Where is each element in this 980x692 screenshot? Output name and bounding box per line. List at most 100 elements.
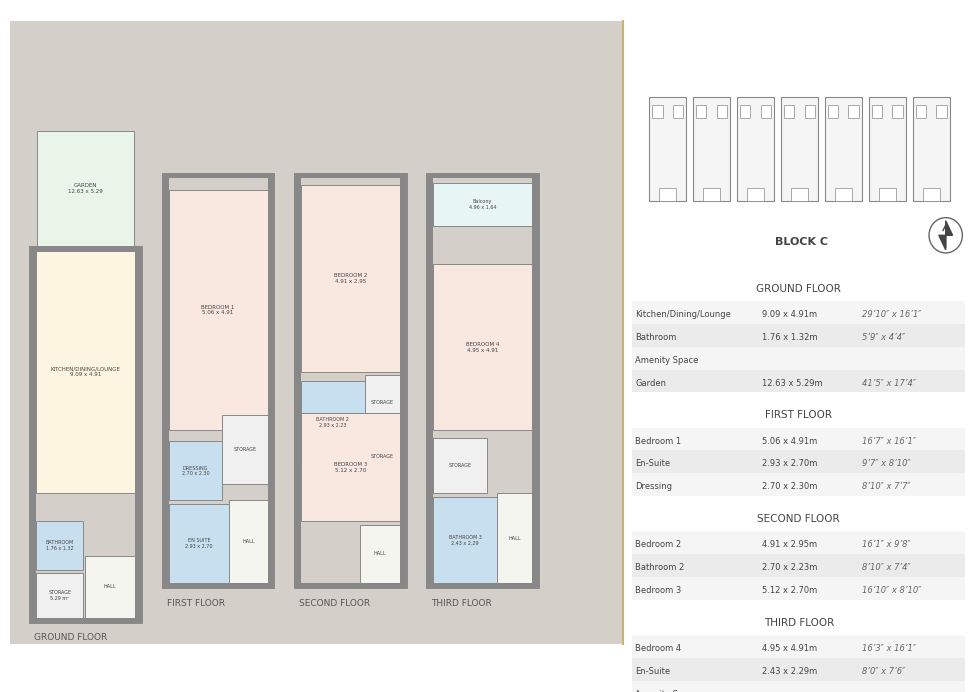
Text: HALL: HALL <box>373 552 386 556</box>
Bar <box>703 188 720 201</box>
Bar <box>632 370 965 392</box>
FancyBboxPatch shape <box>10 21 622 644</box>
Text: 12.63 x 5.29m: 12.63 x 5.29m <box>761 379 822 388</box>
Text: GROUND FLOOR: GROUND FLOOR <box>757 284 841 293</box>
Polygon shape <box>946 221 953 235</box>
Bar <box>268 173 274 588</box>
Bar <box>747 188 764 201</box>
Bar <box>36 251 135 493</box>
Text: STORAGE: STORAGE <box>370 454 394 459</box>
Bar <box>740 105 751 118</box>
Text: 4.95 x 4.91m: 4.95 x 4.91m <box>761 644 816 653</box>
Bar <box>85 556 135 618</box>
Bar <box>632 347 965 370</box>
Text: 8’0″ x 7’6″: 8’0″ x 7’6″ <box>861 667 905 676</box>
Text: 9’7″ x 8’10″: 9’7″ x 8’10″ <box>861 459 910 468</box>
Text: BLOCK C: BLOCK C <box>774 237 828 247</box>
Text: En-Suite: En-Suite <box>635 667 670 676</box>
Text: Kitchen/Dining/Lounge: Kitchen/Dining/Lounge <box>635 310 731 319</box>
Bar <box>632 473 965 496</box>
Text: STORAGE: STORAGE <box>233 447 257 453</box>
Bar <box>426 583 539 588</box>
Text: BEDROOM 4
4.95 x 4.91: BEDROOM 4 4.95 x 4.91 <box>466 342 500 353</box>
Text: BATHROOM
1.76 x 1.32: BATHROOM 1.76 x 1.32 <box>46 540 74 551</box>
Bar <box>791 188 808 201</box>
Text: HALL: HALL <box>242 539 255 545</box>
Bar <box>135 246 142 623</box>
Text: FIRST FLOOR: FIRST FLOOR <box>765 410 832 420</box>
Bar <box>632 635 965 658</box>
Bar <box>649 97 686 201</box>
Bar <box>697 105 707 118</box>
Bar <box>825 97 862 201</box>
Text: 8’10″ x 7’4″: 8’10″ x 7’4″ <box>861 563 910 572</box>
Text: SECOND FLOOR: SECOND FLOOR <box>758 514 840 524</box>
Bar <box>893 105 903 118</box>
Bar <box>632 658 965 681</box>
Bar <box>632 681 965 692</box>
Bar <box>937 105 947 118</box>
Text: STORAGE: STORAGE <box>370 400 394 406</box>
Bar <box>879 188 896 201</box>
Bar <box>632 531 965 554</box>
Text: BEDROOM 3
5.12 x 2.70: BEDROOM 3 5.12 x 2.70 <box>333 462 368 473</box>
Polygon shape <box>939 235 946 250</box>
Text: DRESSING
2.70 x 2.30: DRESSING 2.70 x 2.30 <box>181 466 210 476</box>
Bar <box>923 188 940 201</box>
Text: Bedroom 2: Bedroom 2 <box>635 540 681 549</box>
Text: EN SUITE
2.93 x 2.70: EN SUITE 2.93 x 2.70 <box>185 538 213 549</box>
Bar <box>433 497 497 583</box>
Bar <box>672 105 683 118</box>
Text: BATHROOM 3
2.43 x 2.29: BATHROOM 3 2.43 x 2.29 <box>449 535 481 545</box>
Bar <box>426 173 433 588</box>
Bar <box>426 173 539 588</box>
Bar <box>169 190 268 430</box>
Bar <box>872 105 882 118</box>
Bar <box>828 105 838 118</box>
Bar <box>869 97 906 201</box>
Bar <box>294 583 407 588</box>
Bar <box>162 583 274 588</box>
Text: 29’10″ x 16’1″: 29’10″ x 16’1″ <box>861 310 921 319</box>
Bar <box>632 554 965 577</box>
Text: Garden: Garden <box>635 379 666 388</box>
Bar <box>849 105 858 118</box>
Bar <box>716 105 727 118</box>
Text: 1.76 x 1.32m: 1.76 x 1.32m <box>761 333 817 342</box>
Bar <box>784 105 795 118</box>
Text: HALL: HALL <box>104 584 117 590</box>
Text: FIRST FLOOR: FIRST FLOOR <box>167 599 224 608</box>
Text: 2.70 x 2.30m: 2.70 x 2.30m <box>761 482 817 491</box>
Bar <box>632 301 965 324</box>
Bar <box>805 105 814 118</box>
Text: Bathroom: Bathroom <box>635 333 676 342</box>
Bar <box>29 246 142 623</box>
Text: 9.09 x 4.91m: 9.09 x 4.91m <box>761 310 816 319</box>
Text: BEDROOM 1
5.06 x 4.91: BEDROOM 1 5.06 x 4.91 <box>201 304 235 316</box>
Text: THIRD FLOOR: THIRD FLOOR <box>763 618 834 628</box>
Bar <box>760 105 770 118</box>
Text: Dressing: Dressing <box>635 482 672 491</box>
Text: KITCHEN/DINING/LOUNGE
9.09 x 4.91: KITCHEN/DINING/LOUNGE 9.09 x 4.91 <box>51 367 121 377</box>
Bar <box>360 525 400 583</box>
Bar <box>29 246 36 623</box>
Bar <box>693 97 730 201</box>
Bar <box>916 105 926 118</box>
Text: 8’10″ x 7’7″: 8’10″ x 7’7″ <box>861 482 910 491</box>
Text: En-Suite: En-Suite <box>635 459 670 468</box>
Bar <box>169 441 222 500</box>
Text: 16’1″ x 9’8″: 16’1″ x 9’8″ <box>861 540 910 549</box>
Bar <box>29 246 142 251</box>
Text: 4.91 x 2.95m: 4.91 x 2.95m <box>761 540 816 549</box>
Text: STORAGE: STORAGE <box>449 463 471 468</box>
Bar <box>162 173 169 588</box>
Text: 16’3″ x 16’1″: 16’3″ x 16’1″ <box>861 644 915 653</box>
Bar <box>737 97 774 201</box>
Bar <box>497 493 532 583</box>
Text: Bathroom 2: Bathroom 2 <box>635 563 684 572</box>
Text: 5.06 x 4.91m: 5.06 x 4.91m <box>761 437 817 446</box>
Bar <box>169 504 229 583</box>
Bar <box>36 521 83 570</box>
Text: 2.93 x 2.70m: 2.93 x 2.70m <box>761 459 817 468</box>
Bar <box>781 97 818 201</box>
